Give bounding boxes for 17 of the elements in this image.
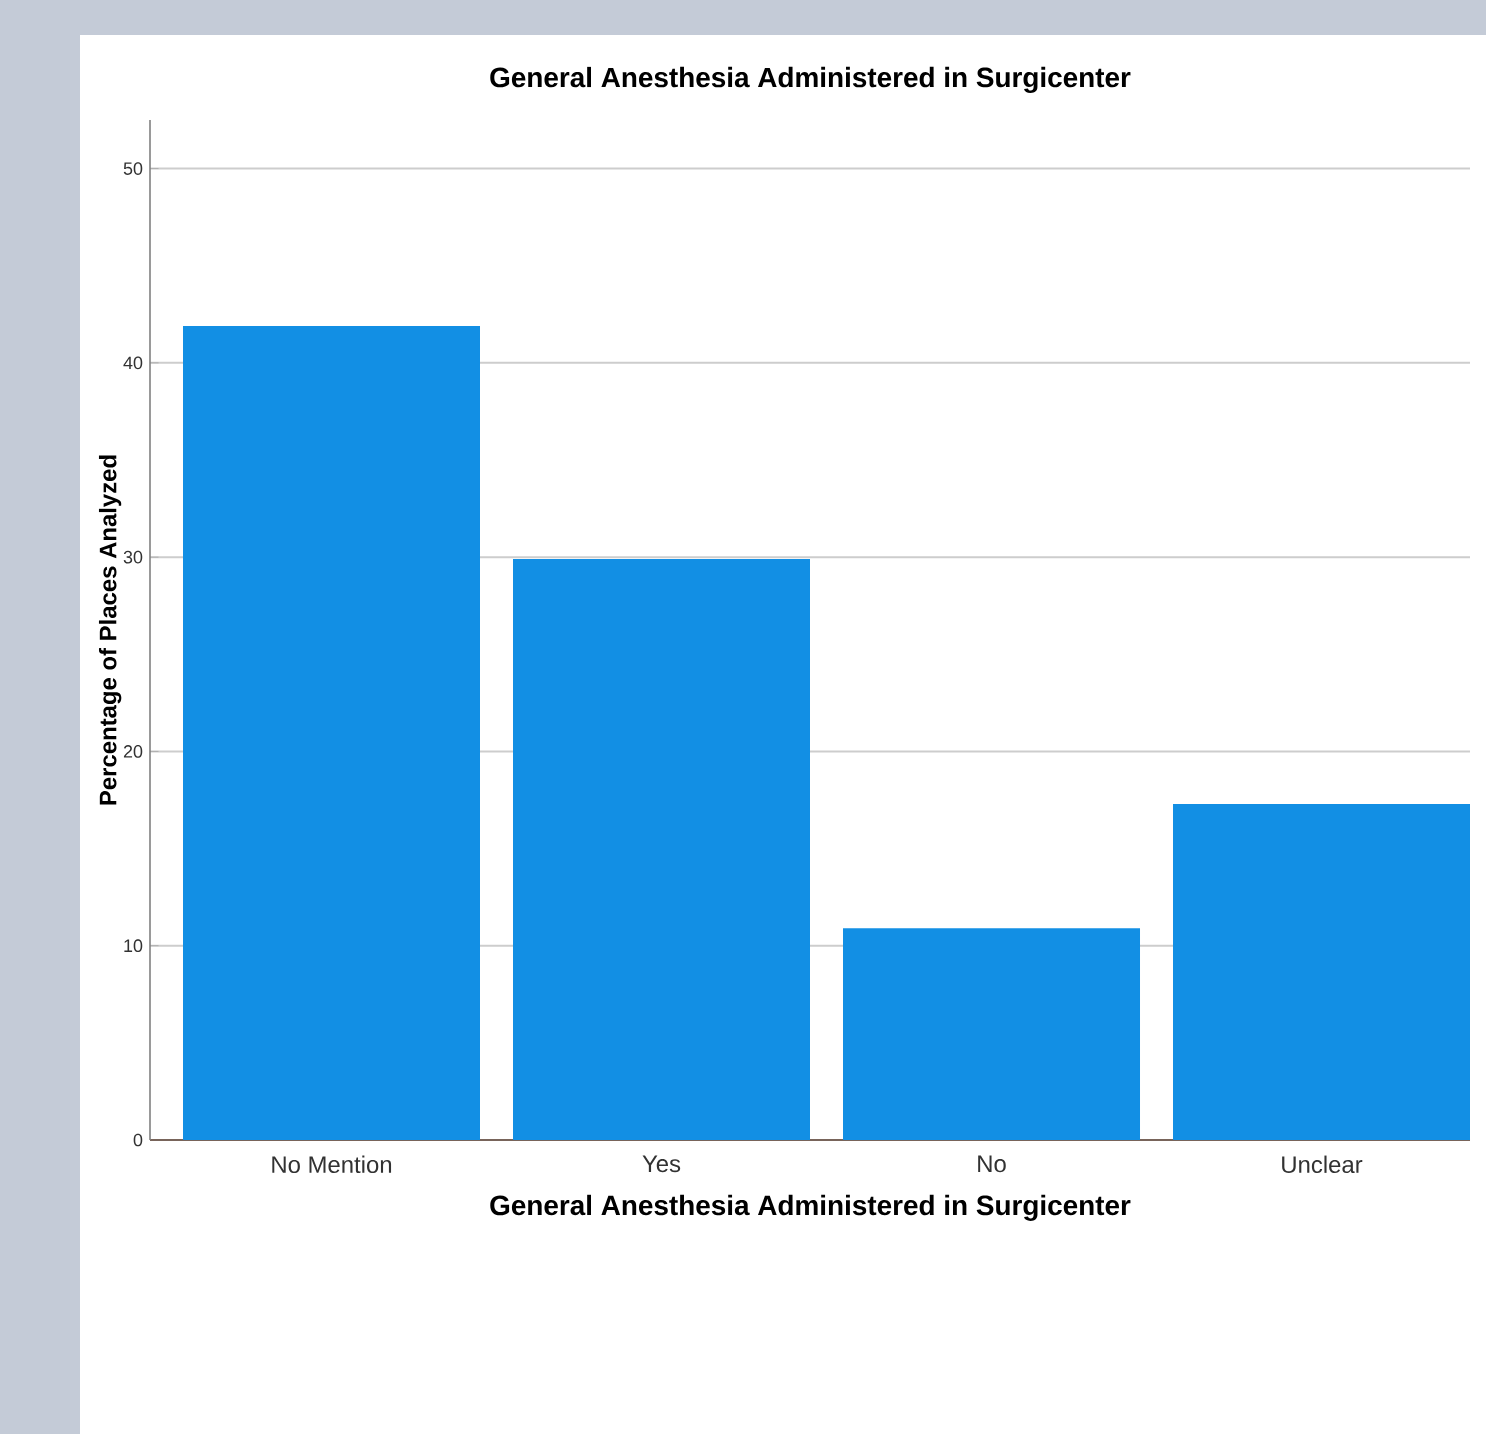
bar (513, 559, 810, 1140)
y-tick-label: 10 (124, 939, 143, 953)
x-tick-label: No (978, 1155, 1006, 1173)
chart-title: General Anesthesia Administered in Surgicenter (490, 66, 1131, 93)
y-tick-label: 0 (133, 1133, 143, 1147)
x-tick-label: No Mention (272, 1155, 392, 1174)
bar (183, 325, 480, 1140)
x-axis-title: General Anesthesia Administered in Surgicenter (490, 1194, 1131, 1221)
bar (843, 928, 1141, 1140)
x-tick-label: Unclear (1282, 1155, 1363, 1174)
y-tick-label: 30 (123, 550, 143, 564)
y-axis-title: Percentage of Places Analyzed (98, 455, 122, 805)
bar (1173, 803, 1471, 1140)
y-tick-label: 50 (123, 162, 143, 175)
x-tick-label: Yes (642, 1155, 681, 1173)
y-tick-label: 20 (123, 745, 143, 758)
y-tick-label: 40 (123, 356, 143, 370)
